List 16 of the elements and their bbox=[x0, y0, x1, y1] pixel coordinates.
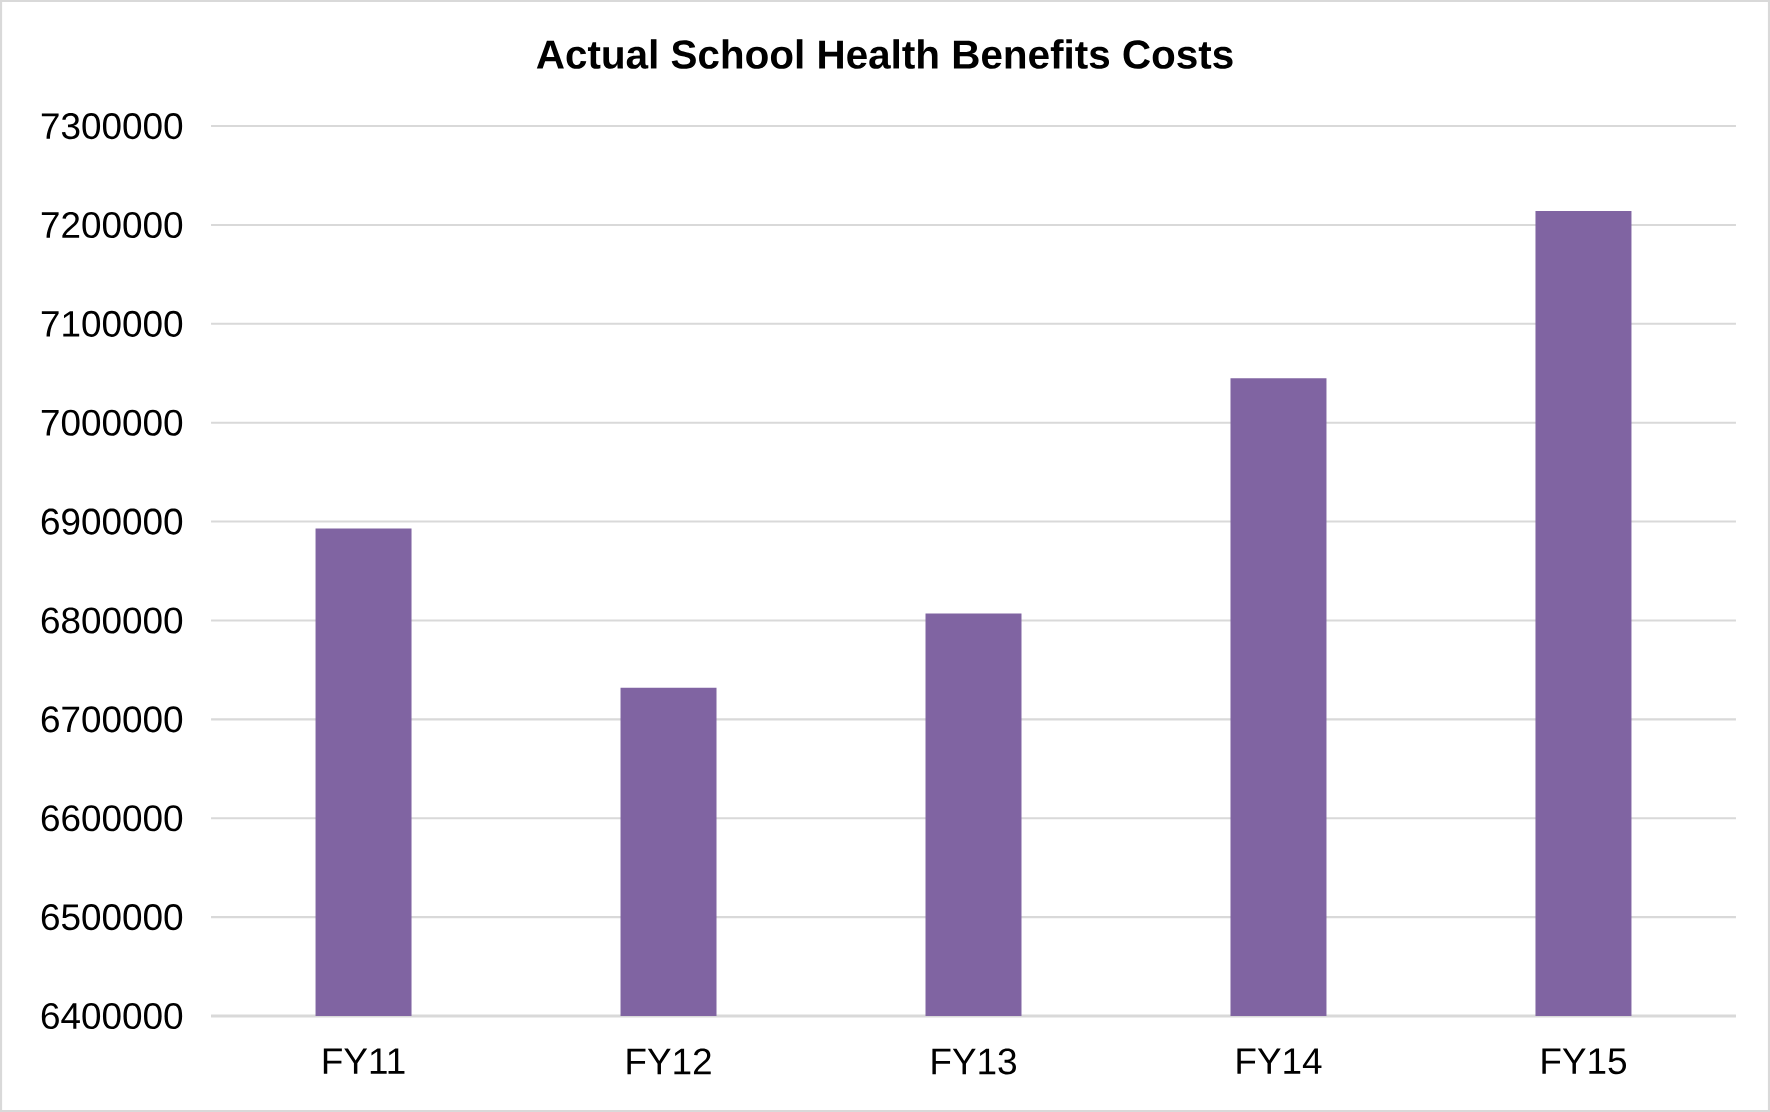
y-tick-label: 7200000 bbox=[41, 211, 183, 239]
x-tick-label: FY15 bbox=[1542, 1048, 1627, 1075]
y-tick-label: 6600000 bbox=[41, 805, 183, 832]
y-tick-label: 6400000 bbox=[41, 1002, 183, 1030]
x-tick-label: FY14 bbox=[1237, 1048, 1322, 1074]
x-tick-label: FY13 bbox=[932, 1048, 1016, 1075]
y-tick-label: 6700000 bbox=[41, 706, 183, 733]
x-tick-label: FY12 bbox=[627, 1048, 711, 1075]
x-tick-label: FY11 bbox=[323, 1048, 405, 1074]
y-tick-label: 7000000 bbox=[41, 409, 183, 436]
y-tick-label: 6900000 bbox=[41, 508, 183, 535]
y-tick-label: 6500000 bbox=[41, 904, 183, 931]
y-tick-label: 6800000 bbox=[41, 607, 183, 634]
chart-title: Actual School Health Benefits Costs bbox=[536, 39, 1233, 69]
y-tick-label: 7100000 bbox=[41, 310, 183, 337]
y-tick-label: 7300000 bbox=[41, 113, 183, 140]
